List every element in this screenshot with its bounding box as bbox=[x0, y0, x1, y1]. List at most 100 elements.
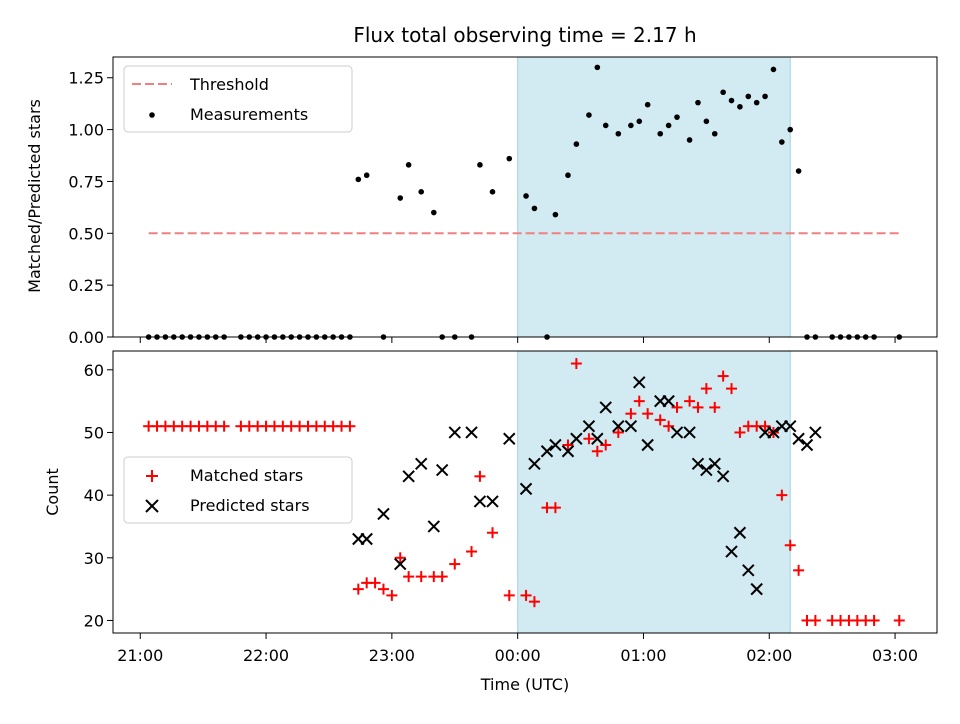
measurement-point bbox=[418, 189, 425, 195]
measurement-point bbox=[795, 168, 802, 174]
measurement-point bbox=[762, 93, 768, 100]
y-tick-label: 1.25 bbox=[68, 69, 104, 88]
measurement-point bbox=[565, 172, 571, 179]
matched-star-point bbox=[612, 426, 624, 438]
y-tick-label: 60 bbox=[84, 361, 104, 380]
matched-star-point bbox=[415, 571, 427, 583]
predicted-star-point bbox=[415, 457, 428, 471]
measurement-point bbox=[615, 130, 622, 137]
bottom-y-ticks: 20 30 40 50 60 bbox=[84, 361, 113, 630]
predicted-star-point bbox=[427, 520, 441, 533]
matched-star-point bbox=[377, 583, 389, 595]
measurement-point bbox=[711, 130, 718, 137]
measurement-point bbox=[506, 155, 513, 162]
predicted-star-point bbox=[742, 564, 755, 577]
predicted-star-point bbox=[549, 438, 562, 452]
top-x-ticks bbox=[139, 337, 896, 343]
predicted-star-point bbox=[662, 394, 675, 408]
top-legend-box bbox=[123, 65, 353, 133]
measurement-point bbox=[489, 189, 496, 195]
measurement-point bbox=[703, 118, 710, 125]
matched-star-point bbox=[717, 370, 729, 382]
predicted-star-point bbox=[700, 463, 713, 477]
predicted-star-point bbox=[641, 438, 654, 452]
matched-star-point bbox=[474, 470, 486, 482]
predicted-star-point bbox=[473, 495, 487, 508]
y-tick-label: 0.75 bbox=[68, 172, 104, 191]
matched-star-point bbox=[466, 546, 478, 558]
measurement-point bbox=[728, 97, 735, 104]
matched-star-point bbox=[642, 408, 654, 420]
measurement-point bbox=[644, 101, 651, 108]
predicted-star-point bbox=[612, 419, 625, 433]
measurement-point bbox=[636, 118, 643, 125]
matched-star-point bbox=[570, 358, 582, 370]
matched-star-point bbox=[726, 383, 738, 395]
matched-star-point bbox=[709, 401, 721, 413]
matched-star-point bbox=[654, 414, 666, 426]
matched-star-point bbox=[403, 571, 415, 583]
measurement-point bbox=[628, 122, 634, 129]
measurement-point bbox=[737, 103, 743, 110]
predicted-star-point bbox=[519, 482, 533, 496]
y-tick-label: 30 bbox=[84, 549, 104, 568]
predicted-star-point bbox=[486, 495, 499, 508]
matched-star-point bbox=[449, 558, 461, 570]
chart-title: Flux total observing time = 2.17 h bbox=[353, 23, 696, 47]
predicted-star-point bbox=[503, 432, 516, 445]
measurement-point bbox=[674, 114, 680, 120]
matched-star-point bbox=[759, 420, 771, 432]
bottom-panel: 20 30 40 50 60 21:00 22:00 23:00 00:00 01:00 02:0… bbox=[43, 350, 938, 694]
measurement-point bbox=[753, 99, 760, 106]
x-tick-label: 00:00 bbox=[495, 646, 541, 665]
measurement-point bbox=[657, 130, 664, 137]
measurement-point bbox=[552, 211, 559, 218]
predicted-star-point bbox=[800, 438, 814, 452]
measurement-point bbox=[363, 172, 370, 179]
matched-star-point bbox=[671, 401, 683, 413]
y-tick-label: 0.50 bbox=[68, 224, 104, 243]
y-tick-label: 20 bbox=[84, 611, 104, 630]
predicted-star-point bbox=[465, 426, 478, 439]
matched-star-point bbox=[684, 395, 696, 407]
predicted-star-point bbox=[809, 426, 822, 439]
legend-measurements-label: Measurements bbox=[190, 105, 308, 124]
measurement-point bbox=[745, 93, 752, 100]
predicted-star-point bbox=[582, 419, 596, 433]
x-tick-label: 01:00 bbox=[620, 646, 666, 665]
matched-star-point bbox=[633, 395, 645, 407]
predicted-star-point bbox=[561, 445, 575, 458]
measurement-point bbox=[686, 137, 693, 143]
x-tick-label: 21:00 bbox=[117, 646, 163, 665]
top-observing-interval bbox=[517, 57, 791, 337]
matched-star-point bbox=[692, 401, 704, 413]
x-tick-label: 02:00 bbox=[746, 646, 792, 665]
measurement-point bbox=[531, 205, 538, 212]
legend-measurements-swatch bbox=[149, 112, 155, 118]
matched-star-point bbox=[583, 433, 595, 445]
predicted-star-point bbox=[733, 526, 747, 539]
matched-star-point bbox=[528, 596, 540, 608]
y-tick-label: 40 bbox=[84, 486, 104, 505]
predicted-star-point bbox=[683, 426, 696, 439]
bottom-x-ticks: 21:00 22:00 23:00 00:00 01:00 02:00 03:00 bbox=[117, 633, 918, 665]
bottom-legend: Matched stars Predicted stars bbox=[123, 456, 353, 524]
measurement-point bbox=[355, 176, 362, 183]
predicted-star-point bbox=[591, 432, 604, 445]
measurement-point bbox=[665, 122, 672, 129]
shaded-interval bbox=[517, 57, 791, 337]
matched-star-point bbox=[700, 383, 712, 395]
matched-star-point bbox=[386, 589, 398, 601]
matched-star-point bbox=[562, 439, 574, 451]
matched-star-point bbox=[663, 420, 675, 432]
measurement-point bbox=[720, 89, 726, 96]
measurement-point bbox=[405, 162, 412, 168]
matched-star-point bbox=[868, 614, 880, 626]
matched-star-point bbox=[793, 564, 805, 576]
predicted-star-point bbox=[716, 470, 730, 483]
predicted-stars-points bbox=[352, 376, 822, 596]
y-tick-label: 0.25 bbox=[68, 276, 104, 295]
top-y-axis-label: Matched/Predicted stars bbox=[25, 99, 44, 293]
measurement-point bbox=[695, 99, 701, 106]
